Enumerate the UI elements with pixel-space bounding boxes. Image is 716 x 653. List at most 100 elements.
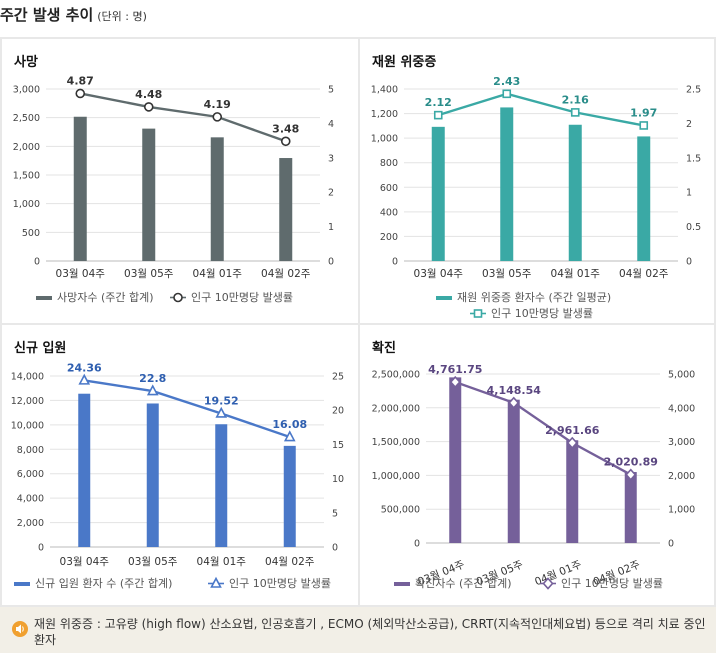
- data-label: 19.52: [204, 394, 239, 407]
- y-right-tick-label: 3: [328, 153, 334, 164]
- bar: [215, 424, 228, 547]
- y-right-tick-label: 2: [686, 119, 692, 130]
- data-label: 4,148.54: [487, 384, 542, 397]
- chart-title: 확진: [372, 341, 396, 356]
- x-tick-label: 03월 05주: [128, 556, 178, 568]
- chart-deaths: 0 500 1,000 1,500 2,000 2,500 3,000 0 1 2 3 4 5 03월 0…: [13, 74, 334, 304]
- data-label: 2.16: [562, 93, 589, 106]
- y-left-tick-label: 2,500: [13, 113, 40, 124]
- y-left-tick-label: 12,000: [11, 396, 44, 407]
- legend-swatch-bar: [36, 296, 52, 300]
- y-right-tick-label: 1.5: [686, 153, 701, 164]
- legend-marker: [210, 576, 222, 588]
- y-left-tick-label: 4,000: [17, 494, 44, 505]
- y-left-tick-label: 0: [34, 257, 40, 268]
- bar: [283, 445, 296, 547]
- chart-grid: 0 500 1,000 1,500 2,000 2,500 3,000 0 1 2 3 4 5 03월 0…: [0, 37, 716, 607]
- y-right-tick-label: 0: [668, 539, 674, 550]
- bar: [566, 440, 579, 543]
- data-label: 24.36: [67, 361, 102, 374]
- rate-line: [454, 380, 632, 476]
- bar: [431, 126, 445, 261]
- page-title-text: 주간 발생 추이: [0, 6, 94, 24]
- legend-label: 인구 10만명당 발생률: [561, 577, 663, 590]
- y-left-tick-label: 3,000: [13, 85, 40, 96]
- x-tick-label: 04월 02주: [619, 268, 669, 280]
- y-left-tick-label: 2,000,000: [372, 403, 420, 414]
- y-right-tick-label: 10: [332, 474, 344, 485]
- chart-title: 사망: [14, 55, 38, 70]
- rate-marker: [639, 121, 649, 130]
- x-tick-label: 04월 01주: [197, 556, 247, 568]
- x-tick-label: 04월 02주: [265, 556, 315, 568]
- speaker-icon: [12, 621, 28, 637]
- rate-marker: [283, 430, 296, 442]
- legend-label: 인구 10만명당 발생률: [191, 291, 293, 304]
- bar: [78, 393, 91, 547]
- y-right-tick-label: 2: [328, 188, 334, 199]
- bar: [637, 136, 651, 261]
- x-tick-label: 03월 05주: [124, 268, 174, 280]
- data-label: 2.43: [493, 75, 520, 88]
- y-right-tick-label: 3,000: [668, 437, 695, 448]
- y-left-tick-label: 14,000: [11, 372, 44, 383]
- rate-marker: [78, 373, 91, 385]
- data-label: 2.12: [425, 96, 452, 109]
- bar: [146, 403, 159, 547]
- y-left-tick-label: 2,500,000: [372, 370, 420, 381]
- y-right-tick-label: 0: [686, 257, 692, 268]
- x-tick-label: 03월 04주: [56, 268, 106, 280]
- rate-marker: [502, 89, 512, 99]
- y-left-tick-label: 1,000: [13, 199, 40, 210]
- rate-marker: [75, 88, 86, 99]
- page-unit: (단위 : 명): [97, 10, 147, 23]
- legend-label: 신규 입원 환자 수 (주간 합계): [35, 577, 172, 590]
- panel-confirmed: 0 500,000 1,000,000 1,500,000 2,000,000 2,500…: [360, 325, 714, 605]
- panel-critical: 0 200 400 600 800 1,000 1,200 1,400 0 0.5 1 1.5 2 2.5…: [360, 39, 714, 323]
- y-right-tick-label: 5: [332, 508, 338, 519]
- y-left-tick-label: 200: [380, 232, 398, 243]
- y-right-tick-label: 5,000: [668, 370, 695, 381]
- page-title: 주간 발생 추이 (단위 : 명): [0, 4, 147, 25]
- y-left-tick-label: 1,000: [371, 134, 398, 145]
- y-left-tick-label: 1,500: [13, 171, 40, 182]
- legend-marker: [473, 309, 483, 318]
- y-left-tick-label: 0: [38, 543, 44, 554]
- data-label: 3.48: [272, 122, 299, 135]
- rate-line: [437, 92, 644, 127]
- rate-marker: [212, 112, 223, 122]
- legend-swatch-bar: [436, 296, 452, 300]
- data-label: 4.87: [67, 74, 94, 87]
- rate-marker: [566, 436, 578, 450]
- legend-label: 인구 10만명당 발생률: [229, 577, 331, 590]
- y-right-tick-label: 25: [332, 372, 344, 383]
- legend-label: 인구 10만명당 발생률: [491, 307, 593, 320]
- bar: [210, 137, 224, 261]
- chart-confirmed: 0 500,000 1,000,000 1,500,000 2,000,000 2,500…: [372, 363, 696, 590]
- panel-hospitalized: 0 2,000 4,000 6,000 8,000 10,000 12,000 14,000 0…: [2, 325, 358, 605]
- y-left-tick-label: 1,500,000: [372, 437, 420, 448]
- bar: [449, 377, 462, 543]
- legend-swatch-bar: [14, 582, 30, 586]
- y-left-tick-label: 2,000: [17, 518, 44, 529]
- data-label: 2,020.89: [604, 456, 658, 469]
- x-tick-label: 04월 01주: [193, 268, 243, 280]
- y-right-tick-label: 4,000: [668, 403, 695, 414]
- data-label: 22.8: [139, 372, 166, 385]
- y-left-tick-label: 10,000: [11, 420, 44, 431]
- y-left-tick-label: 1,400: [371, 85, 398, 96]
- rate-marker: [508, 396, 520, 409]
- legend-swatch-bar: [394, 582, 410, 586]
- bar: [142, 128, 156, 261]
- y-left-tick-label: 600: [380, 183, 398, 194]
- y-right-tick-label: 1: [686, 188, 692, 199]
- data-label: 4.48: [135, 88, 162, 101]
- bar: [624, 472, 637, 543]
- data-label: 4,761.75: [428, 363, 482, 376]
- y-left-tick-label: 800: [380, 158, 398, 169]
- x-tick-label: 03월 04주: [60, 556, 110, 568]
- bar: [500, 107, 514, 261]
- y-right-tick-label: 0.5: [686, 222, 701, 233]
- rate-line: [84, 379, 291, 439]
- data-label: 4.19: [204, 98, 231, 111]
